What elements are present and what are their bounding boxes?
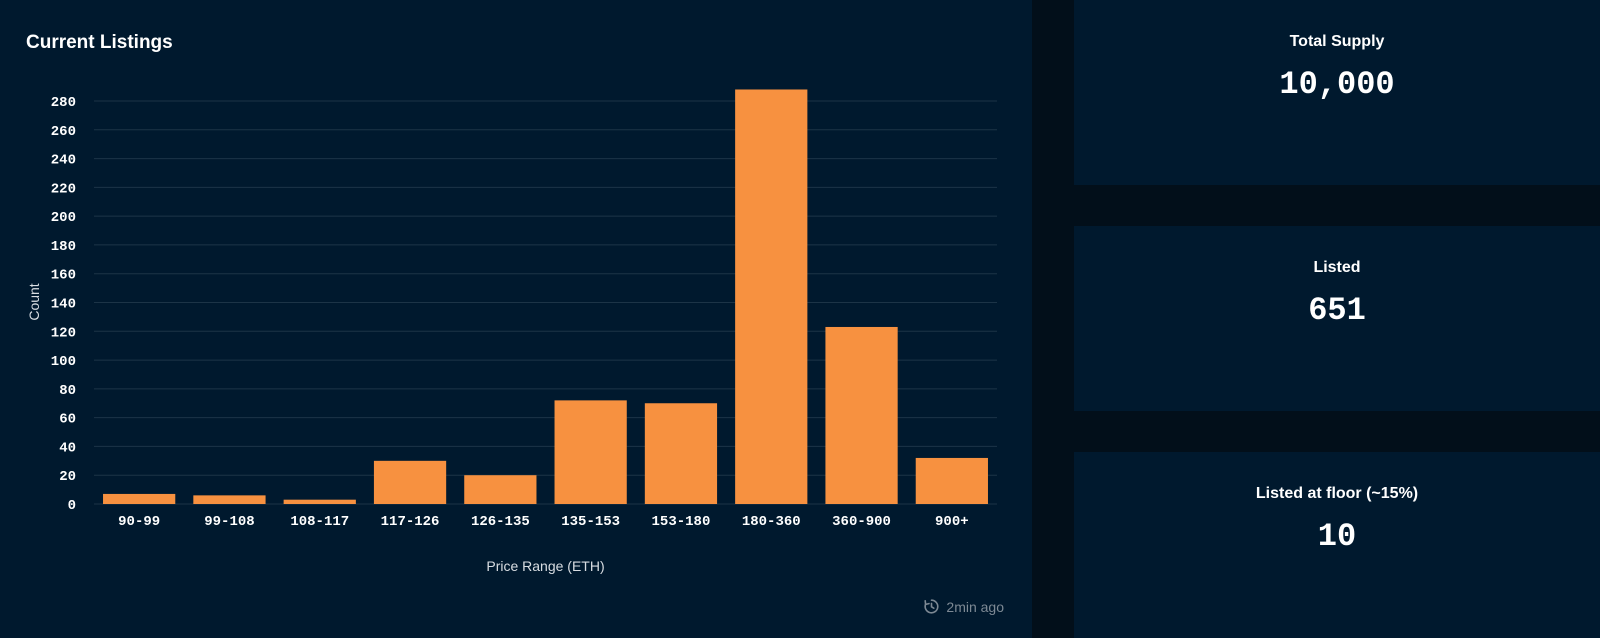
- y-tick-label: 0: [68, 498, 76, 514]
- bar: [464, 475, 537, 504]
- y-tick-label: 120: [51, 325, 76, 341]
- total-supply-label: Total Supply: [1289, 33, 1385, 50]
- x-tick-label: 117-126: [381, 514, 440, 530]
- total-supply-value: 10,000: [1279, 66, 1395, 103]
- y-tick-label: 160: [51, 268, 76, 284]
- y-tick-label: 220: [51, 181, 76, 197]
- listed-label: Listed: [1313, 259, 1361, 276]
- chart-title: Current Listings: [26, 32, 173, 53]
- listed-at-floor-label: Listed at floor (~15%): [1255, 485, 1419, 502]
- y-tick-label: 20: [59, 469, 76, 485]
- x-tick-label: 99-108: [204, 514, 254, 530]
- total-supply-card: Total Supply 10,000: [1074, 0, 1600, 185]
- x-axis-title: Price Range (ETH): [486, 558, 604, 574]
- refresh-clock-icon: [924, 599, 939, 614]
- y-tick-label: 200: [51, 210, 76, 226]
- listed-at-floor-value: 10: [1317, 518, 1357, 555]
- y-tick-label: 80: [59, 383, 76, 399]
- refresh-status[interactable]: 2min ago: [923, 598, 1004, 615]
- bar: [915, 457, 988, 504]
- bar: [825, 326, 898, 504]
- listed-at-floor-card: Listed at floor (~15%) 10: [1074, 452, 1600, 638]
- bar: [644, 403, 718, 504]
- listed-card: Listed 651: [1074, 226, 1600, 411]
- x-tick-label: 360-900: [832, 514, 891, 530]
- y-tick-label: 140: [51, 297, 76, 313]
- y-tick-label: 60: [59, 412, 76, 428]
- bar: [193, 495, 266, 504]
- y-axis-title: Count: [26, 283, 42, 320]
- x-tick-label: 900+: [935, 514, 969, 530]
- x-tick-label: 108-117: [290, 514, 349, 530]
- y-tick-label: 260: [51, 124, 76, 140]
- updated-time: 2min ago: [946, 598, 1004, 615]
- listings-bar-chart: 0 20 40 60 80 100 120 140 160 180 200 220 240 260 280 9…: [26, 89, 997, 574]
- listings-chart-panel: Current Listings 0 20 40 60 80 100 120 140 160 18…: [0, 0, 1032, 638]
- x-tick-label: 153-180: [652, 514, 711, 530]
- x-tick-label: 180-360: [742, 514, 801, 530]
- listed-value: 651: [1308, 292, 1366, 329]
- bar: [103, 493, 176, 504]
- bar: [283, 499, 356, 504]
- bar: [554, 400, 627, 504]
- bar: [735, 89, 808, 504]
- y-tick-label: 280: [51, 95, 76, 111]
- x-tick-label: 135-153: [561, 514, 620, 530]
- bar: [373, 460, 447, 504]
- x-tick-label: 126-135: [471, 514, 530, 530]
- y-tick-label: 180: [51, 239, 76, 255]
- x-tick-label: 90-99: [118, 514, 160, 530]
- y-tick-label: 100: [51, 354, 76, 370]
- y-tick-label: 240: [51, 153, 76, 169]
- y-tick-label: 40: [59, 440, 76, 456]
